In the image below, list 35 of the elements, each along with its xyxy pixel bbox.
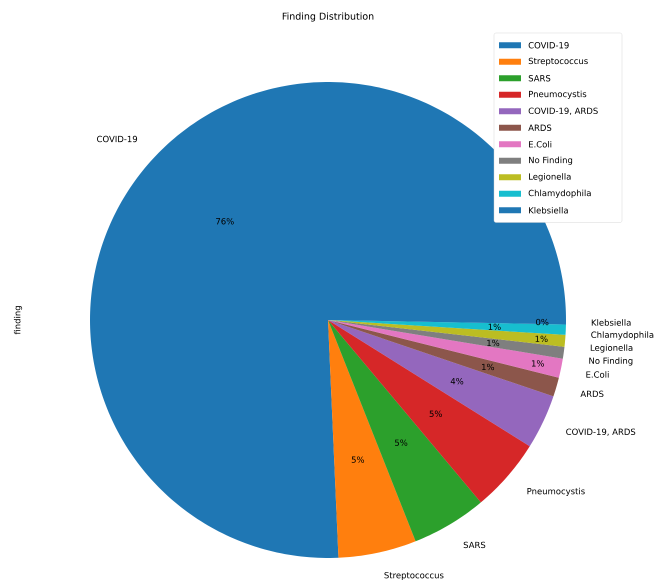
data-label: 5% bbox=[430, 410, 442, 417]
legend-label: E.Coli bbox=[529, 140, 552, 148]
legend-label: ARDS bbox=[528, 124, 552, 131]
data-label: 1% bbox=[488, 324, 501, 330]
data-label: 1% bbox=[532, 360, 544, 367]
legend-label: Pneumocystis bbox=[529, 90, 586, 99]
legend-label: Klebsiella bbox=[529, 206, 568, 214]
data-label: 5% bbox=[352, 456, 364, 463]
slice-label: Streptococcus bbox=[384, 572, 444, 580]
legend-label: COVID-19 bbox=[528, 42, 569, 48]
data-label: 1% bbox=[482, 364, 494, 370]
text: finding bbox=[14, 306, 22, 334]
data-label: 5% bbox=[395, 439, 408, 446]
legend-label: Streptococcus bbox=[528, 58, 588, 66]
slice-label: Klebsiella bbox=[592, 319, 631, 326]
slice-label: Pneumocystis bbox=[527, 488, 585, 496]
legend-label: SARS bbox=[528, 75, 550, 82]
legend-label: COVID-19, ARDS bbox=[528, 108, 598, 115]
legend-label: No Finding bbox=[529, 156, 572, 165]
slice-label: COVID-19 bbox=[97, 136, 138, 142]
chart-title: Finding Distribution bbox=[282, 12, 374, 22]
data-label: 1% bbox=[487, 340, 500, 346]
slice-label: Chlamydophila bbox=[591, 331, 654, 340]
data-label: 0% bbox=[536, 318, 548, 326]
slice-label: COVID-19, ARDS bbox=[566, 428, 636, 436]
slice-label: ARDS bbox=[580, 390, 604, 398]
slice-label: E.Coli bbox=[586, 371, 609, 378]
slice-label: Legionella bbox=[590, 344, 632, 353]
data-label: 76% bbox=[216, 218, 234, 224]
slice-label: SARS bbox=[464, 542, 486, 548]
legend-label: Legionella bbox=[529, 173, 571, 182]
data-label: 1% bbox=[536, 336, 548, 342]
slice-label: No Finding bbox=[589, 357, 632, 366]
legend-label: Chlamydophila bbox=[528, 190, 591, 198]
data-label: 4% bbox=[450, 378, 464, 384]
